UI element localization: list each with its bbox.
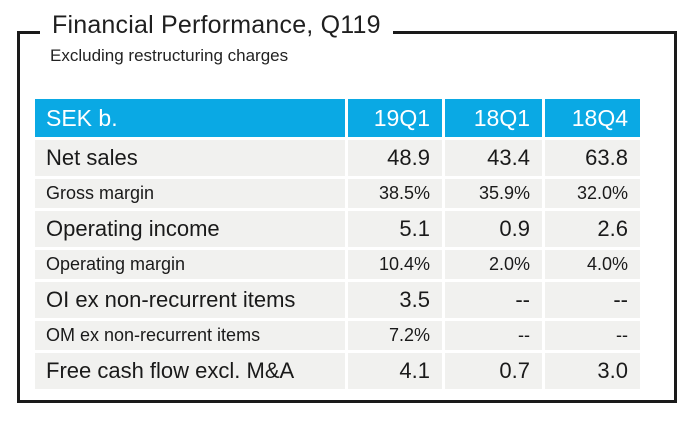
- row-value: --: [445, 282, 542, 318]
- row-value: 4.0%: [545, 250, 640, 279]
- row-value: 5.1: [348, 211, 442, 247]
- row-label: Free cash flow excl. M&A: [35, 353, 345, 389]
- row-label: Gross margin: [35, 179, 345, 208]
- row-label: OI ex non-recurrent items: [35, 282, 345, 318]
- table-row: Operating income 5.1 0.9 2.6: [35, 211, 640, 247]
- table-header-row: SEK b. 19Q1 18Q1 18Q4: [35, 99, 640, 137]
- page-subtitle: Excluding restructuring charges: [50, 46, 289, 65]
- column-header-19q1: 19Q1: [348, 99, 442, 137]
- row-label: Net sales: [35, 140, 345, 176]
- row-value: 63.8: [545, 140, 640, 176]
- table-row: Free cash flow excl. M&A 4.1 0.7 3.0: [35, 353, 640, 389]
- row-value: 35.9%: [445, 179, 542, 208]
- row-value: 4.1: [348, 353, 442, 389]
- page-title: Financial Performance, Q119: [40, 9, 393, 41]
- financial-table: SEK b. 19Q1 18Q1 18Q4 Net sales 48.9 43.4 6…: [32, 96, 643, 392]
- row-value: --: [445, 321, 542, 350]
- row-value: 43.4: [445, 140, 542, 176]
- row-value: 2.6: [545, 211, 640, 247]
- row-value: 0.9: [445, 211, 542, 247]
- table-row: Gross margin 38.5% 35.9% 32.0%: [35, 179, 640, 208]
- row-label: Operating income: [35, 211, 345, 247]
- row-value: 48.9: [348, 140, 442, 176]
- row-label: OM ex non-recurrent items: [35, 321, 345, 350]
- table-row: OM ex non-recurrent items 7.2% -- --: [35, 321, 640, 350]
- row-value: --: [545, 321, 640, 350]
- row-value: 0.7: [445, 353, 542, 389]
- column-header-18q4: 18Q4: [545, 99, 640, 137]
- row-value: 3.5: [348, 282, 442, 318]
- row-value: 2.0%: [445, 250, 542, 279]
- row-value: 7.2%: [348, 321, 442, 350]
- row-value: --: [545, 282, 640, 318]
- row-value: 32.0%: [545, 179, 640, 208]
- column-header-18q1: 18Q1: [445, 99, 542, 137]
- column-header-unit: SEK b.: [35, 99, 345, 137]
- row-value: 10.4%: [348, 250, 442, 279]
- table-row: Net sales 48.9 43.4 63.8: [35, 140, 640, 176]
- row-value: 3.0: [545, 353, 640, 389]
- row-value: 38.5%: [348, 179, 442, 208]
- table-row: Operating margin 10.4% 2.0% 4.0%: [35, 250, 640, 279]
- table-row: OI ex non-recurrent items 3.5 -- --: [35, 282, 640, 318]
- row-label: Operating margin: [35, 250, 345, 279]
